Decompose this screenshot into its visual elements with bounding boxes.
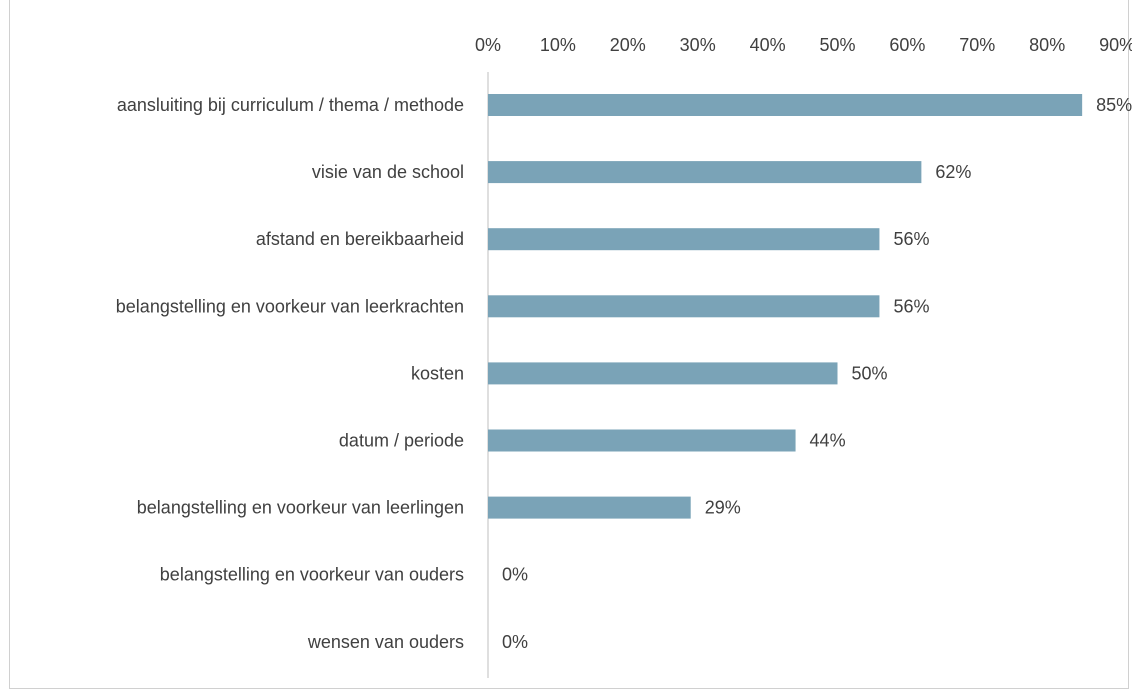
chart-rows: aansluiting bij curriculum / thema / met… <box>116 94 1132 652</box>
x-tick-label: 90% <box>1099 35 1132 55</box>
bar <box>488 362 838 385</box>
x-tick-label: 0% <box>475 35 501 55</box>
category-label: wensen van ouders <box>307 632 464 652</box>
chart-row: wensen van ouders 0% <box>307 632 528 652</box>
x-tick-label: 70% <box>959 35 995 55</box>
category-label: aansluiting bij curriculum / thema / met… <box>117 95 464 115</box>
category-label: belangstelling en voorkeur van ouders <box>160 565 464 585</box>
x-tick-label: 80% <box>1029 35 1065 55</box>
data-label: 44% <box>810 431 846 451</box>
category-label: afstand en bereikbaarheid <box>256 229 464 249</box>
data-label: 50% <box>852 363 888 383</box>
chart-row: belangstelling en voorkeur van leerkrach… <box>116 295 929 318</box>
x-tick-label: 40% <box>750 35 786 55</box>
data-label: 0% <box>502 632 528 652</box>
chart-row: aansluiting bij curriculum / thema / met… <box>117 94 1132 116</box>
bar <box>488 496 691 519</box>
bar <box>488 295 880 318</box>
data-label: 0% <box>502 565 528 585</box>
x-axis-ticks: 0% 10% 20% 30% 40% 50% 60% 70% 80% 90% <box>475 35 1132 55</box>
data-label: 56% <box>893 296 929 316</box>
x-tick-label: 20% <box>610 35 646 55</box>
data-label: 85% <box>1096 95 1132 115</box>
x-tick-label: 30% <box>680 35 716 55</box>
data-label: 29% <box>705 498 741 518</box>
category-label: belangstelling en voorkeur van leerlinge… <box>137 498 464 518</box>
chart-row: belangstelling en voorkeur van ouders 0% <box>160 565 528 585</box>
x-tick-label: 50% <box>819 35 855 55</box>
x-tick-label: 10% <box>540 35 576 55</box>
chart-row: afstand en bereikbaarheid 56% <box>256 228 929 251</box>
x-tick-label: 60% <box>889 35 925 55</box>
bar <box>488 94 1083 116</box>
bar <box>488 228 880 251</box>
data-label: 56% <box>893 229 929 249</box>
category-label: visie van de school <box>312 162 464 182</box>
chart-row: kosten 50% <box>411 362 888 385</box>
chart-row: datum / periode 44% <box>339 429 846 452</box>
chart-row: visie van de school 62% <box>312 161 971 184</box>
bar <box>488 429 796 452</box>
bar <box>488 161 922 184</box>
data-label: 62% <box>935 162 971 182</box>
category-label: datum / periode <box>339 431 464 451</box>
chart-row: belangstelling en voorkeur van leerlinge… <box>137 496 741 519</box>
category-label: belangstelling en voorkeur van leerkrach… <box>116 296 464 316</box>
category-label: kosten <box>411 363 464 383</box>
chart-frame <box>9 0 1129 689</box>
